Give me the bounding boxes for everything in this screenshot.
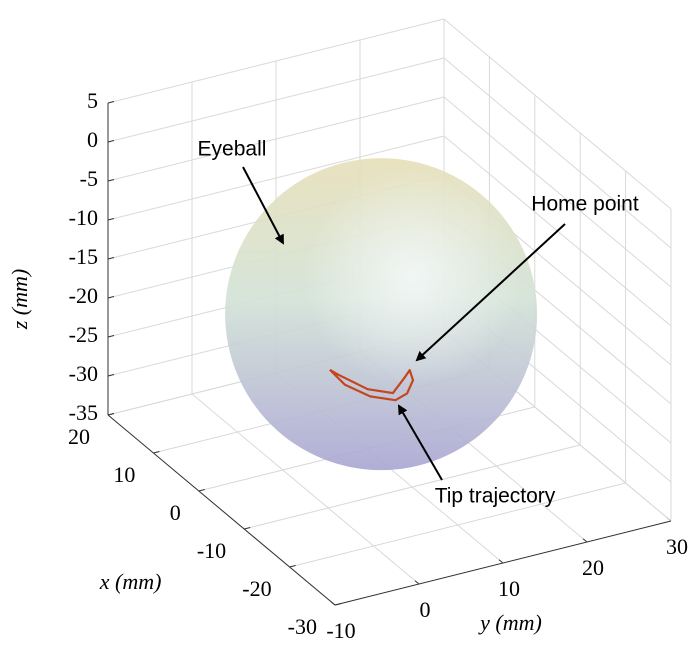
grid-line: [443, 96, 672, 288]
annotation: Eyeball: [198, 138, 267, 161]
tick-mark: [107, 218, 115, 221]
annotation: Tip trajectory: [435, 485, 556, 508]
y-tick-label: 0: [420, 597, 431, 622]
tick-mark: [107, 413, 115, 416]
sphere-highlight: [225, 158, 538, 471]
y-axis: [334, 520, 672, 606]
grid-line: [289, 482, 626, 568]
tick-mark: [107, 101, 115, 104]
z-tick-label: -10: [69, 205, 98, 230]
grid-line: [244, 444, 581, 530]
grid-line: [191, 393, 420, 585]
x-tick-label: 20: [68, 424, 90, 449]
trajectory: [329, 368, 415, 402]
z-tick-label: -15: [69, 244, 98, 269]
y-tick-label: 10: [498, 576, 520, 601]
x-tick-label: -10: [197, 538, 226, 563]
tick-mark: [582, 538, 588, 543]
marks: [225, 158, 538, 471]
grid-line: [107, 18, 445, 104]
arrow: [242, 166, 284, 245]
tick-mark: [107, 335, 115, 338]
tick-mark: [107, 179, 115, 182]
arrow: [397, 404, 443, 481]
annotation: Home point: [531, 193, 639, 216]
z-tick-label: -20: [69, 283, 98, 308]
grid-line: [107, 96, 445, 182]
tick-mark: [107, 140, 115, 143]
y-tick-label: 20: [582, 555, 604, 580]
x-axis-label: x (mm): [99, 569, 162, 594]
tick-mark: [289, 565, 296, 568]
tick-mark: [107, 374, 115, 377]
z-tick-label: -30: [69, 361, 98, 386]
tick-mark: [107, 296, 115, 299]
x-tick-label: -20: [242, 576, 271, 601]
x-tick-label: -30: [288, 614, 317, 639]
tick-mark: [153, 451, 160, 454]
tick-mark: [244, 527, 251, 530]
grid-line: [107, 57, 445, 143]
x-axis: [107, 414, 336, 606]
z-tick-label: 0: [87, 127, 98, 152]
labels: -10 0 10 20 30 -35 -30 -25 -20 -15 -10 -5 0 5 -30 -20 -1…: [7, 88, 688, 643]
tick-mark: [198, 489, 205, 492]
x-tick-label: 0: [170, 500, 181, 525]
grid-line: [107, 135, 445, 221]
tick-mark: [414, 580, 420, 585]
z-tick-label: 5: [87, 88, 98, 113]
y-tick-label: 30: [666, 534, 688, 559]
grid-line: [443, 18, 672, 210]
arrow: [415, 223, 566, 362]
y-tick-label: -10: [326, 618, 355, 643]
z-tick-label: -25: [69, 322, 98, 347]
z-tick-label: -35: [69, 400, 98, 425]
grid-line: [443, 57, 672, 249]
z-axis-label: z (mm): [7, 269, 32, 331]
x-tick-label: 10: [113, 462, 135, 487]
y-axis-label: y (mm): [478, 610, 542, 635]
z-tick-label: -5: [80, 166, 98, 191]
tick-mark: [107, 257, 115, 260]
tick-mark: [498, 559, 504, 564]
